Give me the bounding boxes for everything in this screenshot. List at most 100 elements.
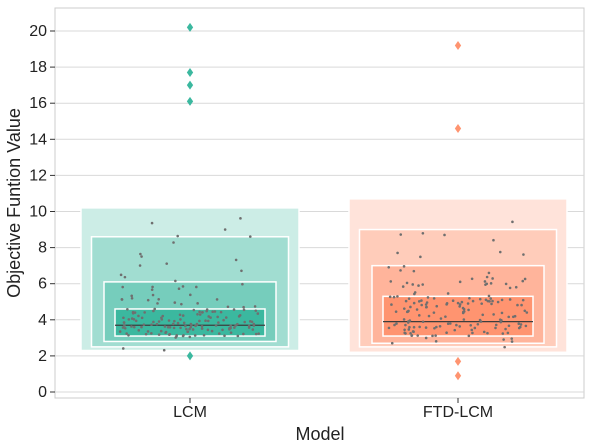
jitter-point xyxy=(182,285,185,288)
jitter-point xyxy=(121,298,124,301)
jitter-point xyxy=(468,297,471,300)
jitter-point xyxy=(418,326,421,329)
jitter-point xyxy=(216,316,219,319)
jitter-point xyxy=(223,334,226,337)
jitter-point xyxy=(179,313,182,316)
jitter-point xyxy=(403,265,406,268)
jitter-point xyxy=(408,297,411,300)
jitter-point xyxy=(522,299,525,302)
jitter-point xyxy=(419,256,422,259)
jitter-point xyxy=(488,295,491,298)
jitter-point xyxy=(145,333,148,336)
jitter-point xyxy=(485,299,488,302)
jitter-point xyxy=(390,303,393,306)
jitter-point xyxy=(421,283,424,286)
jitter-point xyxy=(224,228,227,231)
jitter-point xyxy=(395,322,398,325)
jitter-point xyxy=(446,302,449,305)
jitter-point xyxy=(172,241,175,244)
jitter-point xyxy=(484,280,487,283)
jitter-point xyxy=(255,333,258,336)
jitter-point xyxy=(239,217,242,220)
jitter-point xyxy=(422,320,425,323)
jitter-point xyxy=(168,319,171,322)
jitter-point xyxy=(486,332,489,335)
jitter-point xyxy=(151,288,154,291)
jitter-point xyxy=(396,252,399,255)
jitter-point xyxy=(201,311,204,314)
jitter-point xyxy=(156,302,159,305)
jitter-point xyxy=(425,326,428,329)
jitter-point xyxy=(185,328,188,331)
jitter-point xyxy=(180,303,183,306)
jitter-point xyxy=(249,235,252,238)
jitter-point xyxy=(177,322,180,325)
jitter-point xyxy=(201,325,204,328)
jitter-point xyxy=(426,301,429,304)
jitter-point xyxy=(251,320,254,323)
jitter-point xyxy=(121,286,124,289)
jitter-point xyxy=(192,328,195,331)
jitter-point xyxy=(389,280,392,283)
jitter-point xyxy=(130,295,133,298)
jitter-point xyxy=(217,321,220,324)
jitter-point xyxy=(404,324,407,327)
jitter-point xyxy=(445,331,448,334)
jitter-point xyxy=(389,296,392,299)
jitter-point xyxy=(229,324,232,327)
jitter-point xyxy=(391,342,394,345)
jitter-point xyxy=(153,308,156,311)
jitter-point xyxy=(472,300,475,303)
jitter-point xyxy=(189,326,192,329)
jitter-point xyxy=(455,324,458,327)
jitter-point xyxy=(499,318,502,321)
jitter-point xyxy=(165,331,168,334)
jitter-point xyxy=(133,318,136,321)
y-tick-label-20: 20 xyxy=(29,23,47,40)
jitter-point xyxy=(507,316,510,319)
jitter-point xyxy=(222,319,225,322)
box-lcm-level-0 xyxy=(115,309,265,336)
jitter-point xyxy=(168,333,171,336)
jitter-point xyxy=(435,305,438,308)
jitter-point xyxy=(490,303,493,306)
jitter-point xyxy=(433,327,436,330)
jitter-point xyxy=(257,312,260,315)
jitter-point xyxy=(139,253,142,256)
jitter-point xyxy=(147,330,150,333)
jitter-point xyxy=(522,253,525,256)
jitter-point xyxy=(124,327,127,330)
jitter-point xyxy=(511,340,514,343)
jitter-point xyxy=(133,326,136,329)
jitter-point xyxy=(483,331,486,334)
jitter-point xyxy=(227,305,230,308)
jitter-point xyxy=(157,298,160,301)
jitter-point xyxy=(459,281,462,284)
jitter-point xyxy=(196,313,199,316)
jitter-point xyxy=(220,311,223,314)
jitter-point xyxy=(447,292,450,295)
jitter-point xyxy=(486,276,489,279)
jitter-point xyxy=(206,308,209,311)
jitter-point xyxy=(182,314,185,317)
jitter-point xyxy=(431,335,434,338)
jitter-point xyxy=(413,293,416,296)
y-axis: 02468101214161820 xyxy=(29,23,55,401)
jitter-point xyxy=(467,302,470,305)
jitter-point xyxy=(469,324,472,327)
jitter-point xyxy=(510,337,513,340)
jitter-point xyxy=(143,323,146,326)
jitter-point xyxy=(194,334,197,337)
jitter-point xyxy=(233,308,236,311)
jitter-point xyxy=(403,318,406,321)
jitter-point xyxy=(120,274,123,277)
jitter-point xyxy=(508,324,511,327)
jitter-point xyxy=(173,327,176,330)
jitter-point xyxy=(203,334,206,337)
y-tick-label-6: 6 xyxy=(38,276,47,293)
jitter-point xyxy=(193,309,196,312)
jitter-point xyxy=(201,327,204,330)
jitter-point xyxy=(198,320,201,323)
jitter-point xyxy=(403,328,406,331)
